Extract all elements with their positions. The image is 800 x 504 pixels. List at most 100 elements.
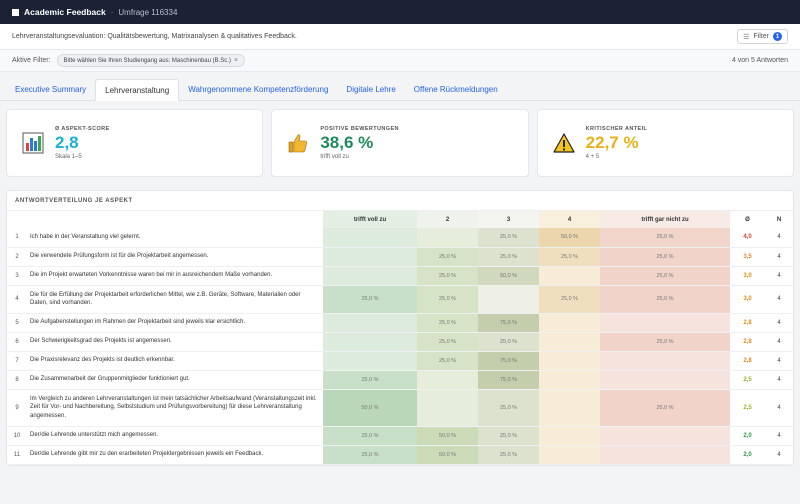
kpi-note: 4 + 5 (585, 154, 600, 160)
aspect-text: Die Aufgabenstellungen im Rahmen der Pro… (27, 313, 323, 333)
distribution-cell (600, 313, 730, 333)
tab-lehrveranstaltung[interactable]: Lehrveranstaltung (95, 79, 180, 101)
filter-chip-text: Bitte wählen Sie Ihren Studiengang aus: … (63, 57, 231, 64)
distribution-cell: 25,0 % (600, 228, 730, 248)
table-row: 4 Die für die Erfüllung der Projektarbeit… (7, 285, 793, 314)
table-row: 1 Ich habe in der Veranstaltung viel gele… (7, 228, 793, 248)
close-icon[interactable]: × (233, 57, 239, 64)
average-value: 2,0 (730, 445, 765, 465)
response-count-n: 4 (765, 313, 793, 333)
distribution-cell: 25,0 % (478, 332, 539, 352)
response-count: 4 von 5 Antworten (731, 57, 788, 64)
sub-header: Lehrveranstaltungsevaluation: Qualitätsb… (0, 24, 800, 50)
top-bar: Academic Feedback · Umfrage 116334 (0, 0, 800, 24)
column-header-avg: Ø (745, 216, 750, 223)
distribution-cell: 50,0 % (539, 228, 600, 248)
distribution-cell: 25,0 % (323, 285, 417, 314)
distribution-cell: 25,0 % (600, 247, 730, 267)
distribution-cell: 25,0 % (478, 228, 539, 248)
distribution-cell: 25,0 % (600, 389, 730, 427)
column-header: 3 (478, 211, 539, 228)
distribution-cell: 25,0 % (600, 266, 730, 286)
kpi-value: 22,7 % (585, 133, 639, 152)
row-number: 11 (7, 445, 27, 465)
aspect-text: Ich habe in der Veranstaltung viel geler… (27, 228, 323, 248)
distribution-cell (323, 247, 417, 267)
average-value: 2,5 (730, 389, 765, 427)
aspect-text: Der/die Lehrende unterstützt mich angeme… (27, 426, 323, 446)
distribution-cell: 25,0 % (323, 426, 417, 446)
distribution-cell: 25,0 % (417, 332, 478, 352)
distribution-cell: 50,0 % (417, 426, 478, 446)
filter-count-badge: 1 (773, 32, 782, 41)
distribution-cell (323, 313, 417, 333)
distribution-cell: 25,0 % (417, 351, 478, 371)
kpi-positive-ratings: POSITIVE BEWERTUNGEN 38,6 % trifft voll … (271, 109, 529, 177)
distribution-cell: 25,0 % (478, 389, 539, 427)
table-row: 6 Der Schwierigkeitsgrad des Projekts ist… (7, 332, 793, 352)
table-row: 10 Der/die Lehrende unterstützt mich ange… (7, 426, 793, 446)
distribution-cell (323, 351, 417, 371)
row-number: 8 (7, 370, 27, 390)
column-header: 2 (417, 211, 478, 228)
column-header: 4 (539, 211, 600, 228)
distribution-cell (600, 445, 730, 465)
row-number: 4 (7, 285, 27, 314)
kpi-critical-share: KRITISCHER ANTEIL 22,7 % 4 + 5 (536, 109, 794, 177)
response-count-n: 4 (765, 445, 793, 465)
aspect-text: Die im Projekt erwarteten Vorkenntnisse … (27, 266, 323, 286)
distribution-cell: 25,0 % (478, 247, 539, 267)
distribution-cell: 75,0 % (478, 351, 539, 371)
filter-label: Filter (753, 33, 769, 40)
distribution-cell (600, 351, 730, 371)
distribution-cell: 75,0 % (478, 370, 539, 390)
average-value: 2,5 (730, 370, 765, 390)
table-row: 7 Die Praxisrelevanz des Projekts ist deu… (7, 351, 793, 371)
tab-offene-rueckmeldungen[interactable]: Offene Rückmeldungen (413, 84, 498, 94)
distribution-cell (417, 389, 478, 427)
kpi-note: trifft voll zu (320, 154, 349, 160)
aspect-text: Der/die Lehrende gibt mir zu den erarbei… (27, 445, 323, 465)
column-header-n: N (776, 216, 782, 223)
row-number: 3 (7, 266, 27, 286)
app-title: Academic Feedback (24, 7, 106, 17)
tab-kompetenzfoerderung[interactable]: Wahrgenommene Kompetenzförderung (188, 84, 329, 94)
distribution-cell: 25,0 % (539, 285, 600, 314)
distribution-cell (539, 389, 600, 427)
distribution-cell (600, 426, 730, 446)
filter-chip[interactable]: Bitte wählen Sie Ihren Studiengang aus: … (56, 54, 246, 67)
distribution-cell (323, 228, 417, 248)
kpi-note: Skala 1–5 (55, 154, 82, 160)
matrix-header-row: trifft voll zu 2 3 4 trifft gar nicht zu… (7, 211, 793, 228)
distribution-cell (323, 332, 417, 352)
table-row: 9 Im Vergleich zu anderen Lehrveranstaltu… (7, 389, 793, 427)
average-value: 2,8 (730, 332, 765, 352)
tab-executive-summary[interactable]: Executive Summary (15, 84, 87, 94)
distribution-cell: 25,0 % (417, 285, 478, 314)
table-row: 5 Die Aufgabenstellungen im Rahmen der Pr… (7, 313, 793, 333)
row-number: 10 (7, 426, 27, 446)
response-count-n: 4 (765, 351, 793, 371)
table-row: 8 Die Zusammenarbeit der Gruppenmitgliede… (7, 370, 793, 390)
response-count-n: 4 (765, 426, 793, 446)
page-description: Lehrveranstaltungsevaluation: Qualitätsb… (12, 33, 297, 40)
filter-button[interactable]: ☰ Filter 1 (737, 29, 788, 44)
distribution-cell: 25,0 % (539, 247, 600, 267)
survey-id: Umfrage 116334 (118, 7, 178, 17)
aspect-text: Im Vergleich zu anderen Lehrveranstaltun… (27, 389, 323, 427)
panel-title: ANTWORTVERTEILUNG JE ASPEKT (7, 191, 793, 211)
distribution-cell: 25,0 % (600, 332, 730, 352)
header-empty (27, 211, 323, 228)
header-empty (7, 211, 27, 228)
table-row: 11 Der/die Lehrende gibt mir zu den erarb… (7, 445, 793, 465)
distribution-cell: 25,0 % (600, 285, 730, 314)
tab-digitale-lehre[interactable]: Digitale Lehre (346, 84, 396, 94)
table-row: 3 Die im Projekt erwarteten Vorkenntnisse… (7, 266, 793, 286)
distribution-cell: 25,0 % (323, 370, 417, 390)
distribution-cell: 25,0 % (417, 313, 478, 333)
aspect-text: Die Praxisrelevanz des Projekts ist deut… (27, 351, 323, 371)
active-filter-bar: Aktive Filter: Bitte wählen Sie Ihren St… (0, 50, 800, 72)
distribution-cell (539, 370, 600, 390)
distribution-cell (600, 370, 730, 390)
kpi-label: Ø ASPEKT-SCORE (55, 126, 110, 132)
